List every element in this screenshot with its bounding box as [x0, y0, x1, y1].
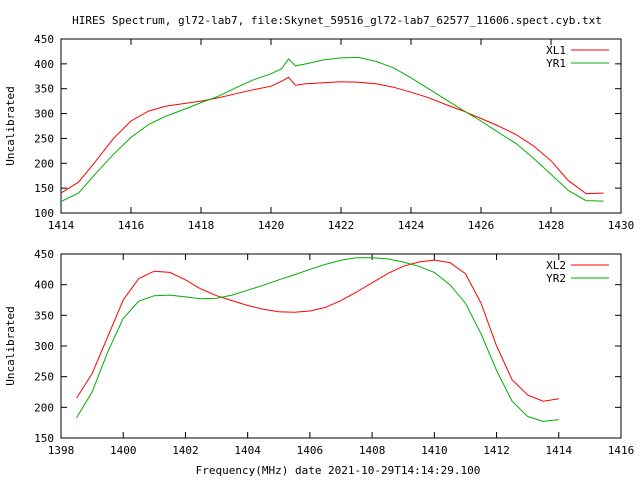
x-tick-label: 1414 — [546, 444, 573, 457]
legend-label-yr1: YR1 — [546, 57, 566, 70]
y-tick-label: 450 — [34, 248, 54, 261]
legend-label-xl2: XL2 — [546, 259, 566, 272]
figure-title: HIRES Spectrum, gl72-lab7, file:Skynet_5… — [72, 14, 602, 27]
y-tick-label: 400 — [34, 58, 54, 71]
x-tick-label: 1398 — [48, 444, 75, 457]
y-axis-label: Uncalibrated — [4, 86, 17, 165]
y-tick-label: 200 — [34, 401, 54, 414]
y-axis-label: Uncalibrated — [4, 306, 17, 385]
x-tick-label: 1402 — [172, 444, 199, 457]
x-tick-label: 1414 — [48, 219, 75, 232]
x-tick-label: 1418 — [188, 219, 215, 232]
y-tick-label: 300 — [34, 340, 54, 353]
x-tick-label: 1410 — [421, 444, 448, 457]
x-tick-label: 1406 — [297, 444, 324, 457]
x-tick-label: 1422 — [328, 219, 355, 232]
x-tick-label: 1416 — [608, 444, 635, 457]
legend-label-yr2: YR2 — [546, 272, 566, 285]
bottom-plot: 1398 1400 1402 1404 1406 1408 1410 1412 1414 1416… — [4, 248, 634, 457]
x-tick-label: 1416 — [118, 219, 145, 232]
top-plot: 1414 1416 1418 1420 1422 1424 1426 1428 1430 100 1… — [4, 33, 634, 232]
y-tick-label: 100 — [34, 207, 54, 220]
y-tick-label: 350 — [34, 309, 54, 322]
x-tick-label: 1412 — [483, 444, 510, 457]
legend-label-xl1: XL1 — [546, 44, 566, 57]
plot-frame — [60, 253, 622, 439]
y-tick-label: 150 — [34, 182, 54, 195]
x-tick-label: 1430 — [608, 219, 635, 232]
y-tick-label: 300 — [34, 108, 54, 121]
plot-frame — [60, 38, 622, 214]
series-line-yr1 — [60, 56, 604, 203]
x-tick-label: 1400 — [110, 444, 137, 457]
series-line-xl1 — [60, 76, 604, 195]
x-tick-label: 1408 — [359, 444, 386, 457]
y-tick-label: 450 — [34, 33, 54, 46]
y-tick-label: 250 — [34, 371, 54, 384]
y-tick-label: 150 — [34, 432, 54, 445]
x-tick-label: 1420 — [258, 219, 285, 232]
y-tick-label: 400 — [34, 279, 54, 292]
x-tick-label: 1426 — [468, 219, 495, 232]
x-tick-label: 1428 — [538, 219, 565, 232]
y-tick-label: 350 — [34, 83, 54, 96]
y-tick-label: 250 — [34, 132, 54, 145]
series-line-yr2 — [76, 257, 559, 422]
x-axis-label: Frequency(MHz) date 2021-10-29T14:14:29.… — [196, 464, 481, 477]
y-tick-label: 200 — [34, 157, 54, 170]
x-tick-label: 1424 — [398, 219, 425, 232]
x-tick-label: 1404 — [234, 444, 261, 457]
series-line-xl2 — [76, 259, 559, 402]
